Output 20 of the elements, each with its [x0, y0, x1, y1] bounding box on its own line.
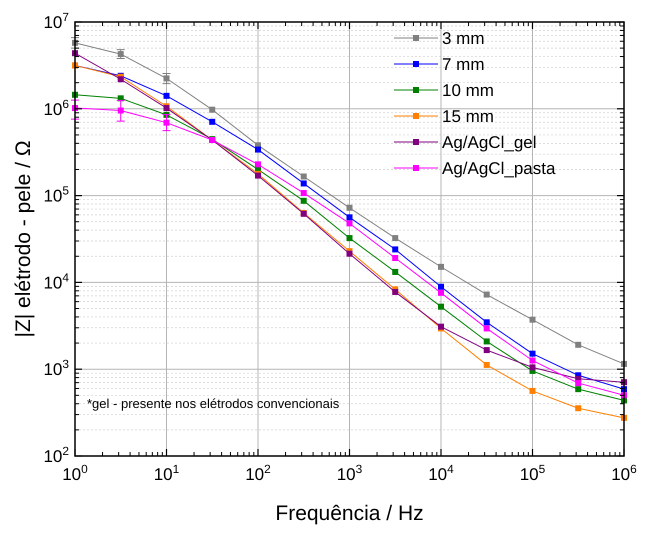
y-tick-label: 10$^{7}$: [43, 10, 70, 32]
y-tick-label: 10$^{3}$: [43, 357, 70, 380]
y-tick-label: 10$^{6}$: [43, 96, 70, 119]
legend-label: Ag/AgCl_pasta: [442, 159, 556, 178]
legend-label: Ag/AgCl_gel: [442, 133, 537, 152]
legend-label: 3 mm: [442, 29, 484, 48]
x-axis-title: Frequência / Hz: [275, 502, 424, 525]
x-tick-label: 10$^{1}$: [154, 462, 180, 484]
x-tick-label: 10$^{2}$: [245, 462, 272, 484]
legend-label: 15 mm: [442, 107, 494, 126]
x-tick-label: 10$^{6}$: [611, 462, 638, 484]
legend-label: 10 mm: [442, 81, 494, 100]
x-tick-label: 10$^{5}$: [520, 462, 546, 484]
legend-label: 7 mm: [442, 55, 484, 74]
y-tick-label: 10$^{5}$: [43, 184, 70, 206]
x-tick-label: 10$^{3}$: [336, 462, 363, 484]
x-tick-label: 10$^{4}$: [428, 462, 454, 484]
y-axis-title: |Z| elétrodo - pele / Ω: [12, 140, 35, 338]
annotation: *gel - presente nos elétrodos convencionais: [87, 396, 340, 411]
y-tick-label: 10$^{4}$: [43, 270, 70, 292]
